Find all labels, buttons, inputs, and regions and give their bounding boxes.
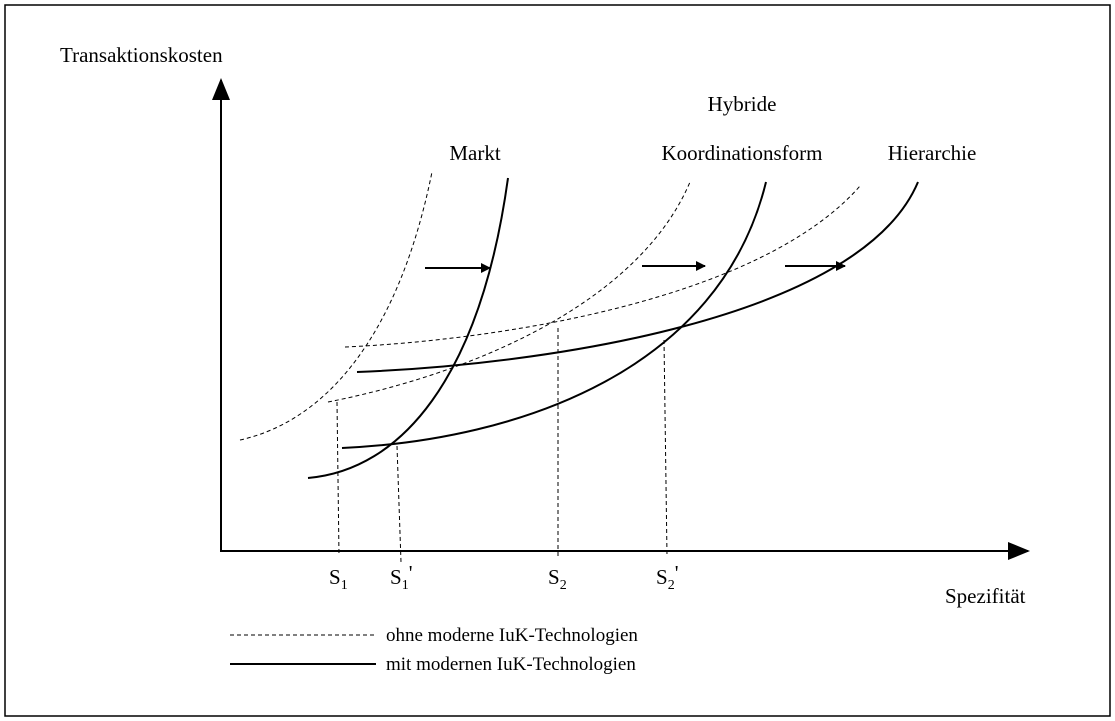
curve-label: Koordinationsform: [662, 141, 823, 165]
drop-line: [396, 445, 402, 563]
point-label-index: 1: [402, 578, 409, 593]
curve-label: Markt: [449, 141, 500, 165]
x-axis-label: Spezifität: [945, 584, 1026, 608]
frame: [4, 4, 1111, 717]
legend-text: mit modernen IuK-Technologien: [386, 654, 636, 675]
curve-hierarchie-solid: [356, 181, 919, 373]
point-label-letter: S: [329, 565, 341, 589]
curve-hierarchie-dashed: [344, 185, 861, 348]
drop-line: [663, 339, 668, 557]
point-label: S2: [548, 565, 567, 593]
curve-markt-solid: [307, 177, 509, 479]
point-label: S2': [656, 561, 678, 593]
point-label-index: 1: [341, 578, 348, 593]
curve-label: Hybride: [708, 92, 777, 116]
legend-text: ohne moderne IuK-Technologien: [386, 625, 638, 646]
point-label-suffix: ': [409, 561, 413, 585]
curve-hybrid-solid: [341, 181, 767, 449]
point-label-index: 2: [560, 578, 567, 593]
point-label-letter: S: [390, 565, 402, 589]
point-label-letter: S: [548, 565, 560, 589]
point-label-letter: S: [656, 565, 668, 589]
curve-markt-dashed: [239, 171, 433, 441]
y-axis-label: Transaktionskosten: [60, 43, 223, 67]
curve-label: Hierarchie: [888, 141, 977, 165]
point-label-index: 2: [668, 578, 675, 593]
curve-hybrid-dashed: [327, 181, 691, 403]
point-label-suffix: ': [675, 561, 679, 585]
point-label: S1: [329, 565, 348, 593]
point-label: S1': [390, 561, 412, 593]
drop-line: [336, 401, 340, 557]
